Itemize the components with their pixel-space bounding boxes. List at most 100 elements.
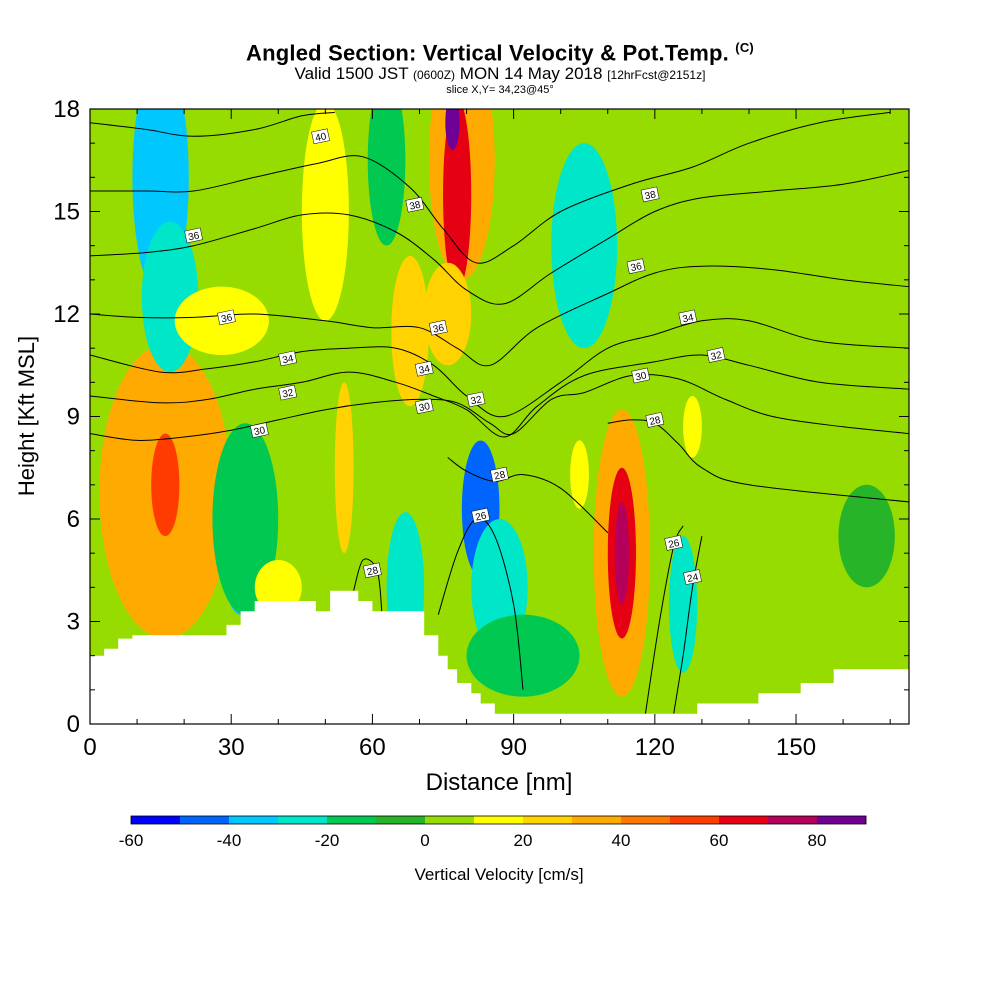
contour-label-text: 38 — [644, 189, 658, 202]
title-units: (C) — [735, 40, 754, 55]
theta-contour-38 — [90, 111, 891, 264]
x-tick-label: 150 — [776, 734, 816, 761]
contour-label-36: 36 — [184, 227, 203, 244]
colorbar-tick-label: 40 — [612, 831, 631, 850]
colorbar-tick-label: -60 — [119, 831, 144, 850]
contour-label-text: 30 — [253, 425, 267, 438]
y-tick-label: 18 — [53, 96, 80, 123]
theta-contour-24 — [673, 536, 703, 714]
colorbar-swatch — [670, 816, 720, 824]
contour-labels: 40 38 38 36 36 36 36 34 34 34 32 32 32 30 30 30 28 28 28 26… — [184, 128, 726, 585]
colorbar-swatch — [768, 816, 818, 824]
contour-label-box — [640, 186, 660, 203]
contour-label-box — [626, 258, 646, 275]
y-tick-label: 0 — [67, 711, 80, 738]
y-tick-label: 9 — [67, 404, 80, 431]
colorbar-swatch — [425, 816, 475, 824]
velocity-cell-8 — [301, 109, 349, 321]
contour-label-box — [363, 562, 382, 579]
y-tick-label: 15 — [53, 199, 80, 226]
contour-label-text: 28 — [649, 415, 663, 428]
subtitle-utc: (0600Z) — [413, 68, 456, 83]
y-axis-label: Height [Kft MSL] — [14, 336, 39, 496]
contour-label-box — [311, 128, 330, 145]
velocity-cell-10 — [367, 109, 406, 246]
contour-label-30: 30 — [631, 367, 651, 384]
x-tick-label: 0 — [83, 734, 96, 761]
theta-contour-40 — [90, 111, 335, 137]
contour-label-text: 34 — [682, 312, 696, 325]
contour-label-28: 28 — [645, 412, 665, 428]
colorbar-swatch — [278, 816, 328, 824]
chart-title-block: Angled Section: Vertical Velocity & Pot.… — [0, 36, 1000, 96]
subtitle-forecast: [12hrFcst@2151z] — [607, 68, 706, 83]
colorbar-tick-label: -20 — [315, 831, 340, 850]
colorbar-swatch — [719, 816, 769, 824]
theta-contour-26 — [437, 517, 524, 690]
terrain-mask — [90, 590, 909, 724]
y-tick-label: 12 — [53, 301, 80, 328]
velocity-cell-20 — [570, 440, 589, 509]
theta-contour-28 — [353, 558, 383, 612]
subtitle-date: MON 14 May 2018 — [459, 64, 603, 84]
contour-label-34: 34 — [278, 350, 298, 366]
colorbar-tick-label: 80 — [808, 831, 827, 850]
colorbar-tick-label: 20 — [514, 831, 533, 850]
contour-label-30: 30 — [250, 422, 269, 438]
colorbar-tick-label: 0 — [420, 831, 429, 850]
contour-label-box — [664, 535, 684, 551]
velocity-cell-14 — [443, 109, 472, 291]
slice-label: slice X,Y= 34,23@45° — [446, 84, 554, 97]
contour-label-text: 30 — [634, 370, 648, 383]
y-tick-label: 6 — [67, 506, 80, 533]
contour-label-text: 32 — [710, 350, 724, 363]
y-tick-label: 3 — [67, 609, 80, 636]
contour-label-box — [184, 227, 203, 244]
contour-label-34: 34 — [678, 309, 698, 325]
contour-label-box — [683, 569, 702, 585]
velocity-cell-12 — [391, 255, 429, 407]
contour-label-box — [405, 196, 425, 213]
contour-label-box — [278, 384, 298, 401]
colorbar-swatch — [621, 816, 671, 824]
theta-contour-36 — [90, 170, 909, 305]
contour-label-text: 28 — [493, 469, 507, 482]
contour-label-box — [466, 391, 486, 408]
velocity-cell-7 — [254, 560, 302, 615]
contour-label-28: 28 — [363, 562, 382, 579]
contour-label-28: 28 — [490, 466, 509, 483]
velocity-cell-21 — [551, 143, 618, 349]
colorbar-tick-label: 60 — [710, 831, 729, 850]
colorbar-swatch — [180, 816, 230, 824]
velocity-cell-28 — [819, 382, 909, 519]
velocity-cell-27 — [692, 126, 900, 434]
velocity-cell-26 — [683, 395, 702, 458]
theta-contour-26 — [644, 525, 684, 714]
colorbar-swatch — [376, 816, 426, 824]
contour-label-box — [706, 347, 726, 363]
theta-contour-30 — [90, 373, 909, 441]
colorbar: -60 -40 -20 0 20 40 60 80 — [119, 815, 867, 850]
velocity-cell-15 — [445, 109, 460, 150]
contour-label-box — [414, 360, 434, 377]
colorbar-label: Vertical Velocity [cm/s] — [414, 865, 583, 884]
colorbar-swatch — [817, 816, 867, 824]
colorbar-swatch — [572, 816, 622, 824]
x-tick-label: 90 — [500, 734, 527, 761]
theta-contour-28 — [607, 419, 909, 503]
terrain — [90, 590, 909, 724]
colorbar-swatch — [229, 816, 279, 824]
chart-subtitle: Valid 1500 JST (0600Z) MON 14 May 2018 [… — [0, 65, 1000, 84]
contour-label-box — [217, 309, 236, 326]
contour-label-text: 32 — [470, 394, 484, 407]
x-axis-label: Distance [nm] — [426, 769, 573, 796]
velocity-cell-24 — [614, 501, 629, 605]
colorbar-swatch — [327, 816, 377, 824]
contour-label-text: 34 — [418, 364, 432, 377]
colorbar-swatch — [523, 816, 573, 824]
contour-label-38: 38 — [405, 196, 425, 213]
contour-label-text: 36 — [220, 312, 234, 325]
theta-contour-32 — [90, 354, 909, 438]
contour-label-32: 32 — [278, 384, 298, 401]
